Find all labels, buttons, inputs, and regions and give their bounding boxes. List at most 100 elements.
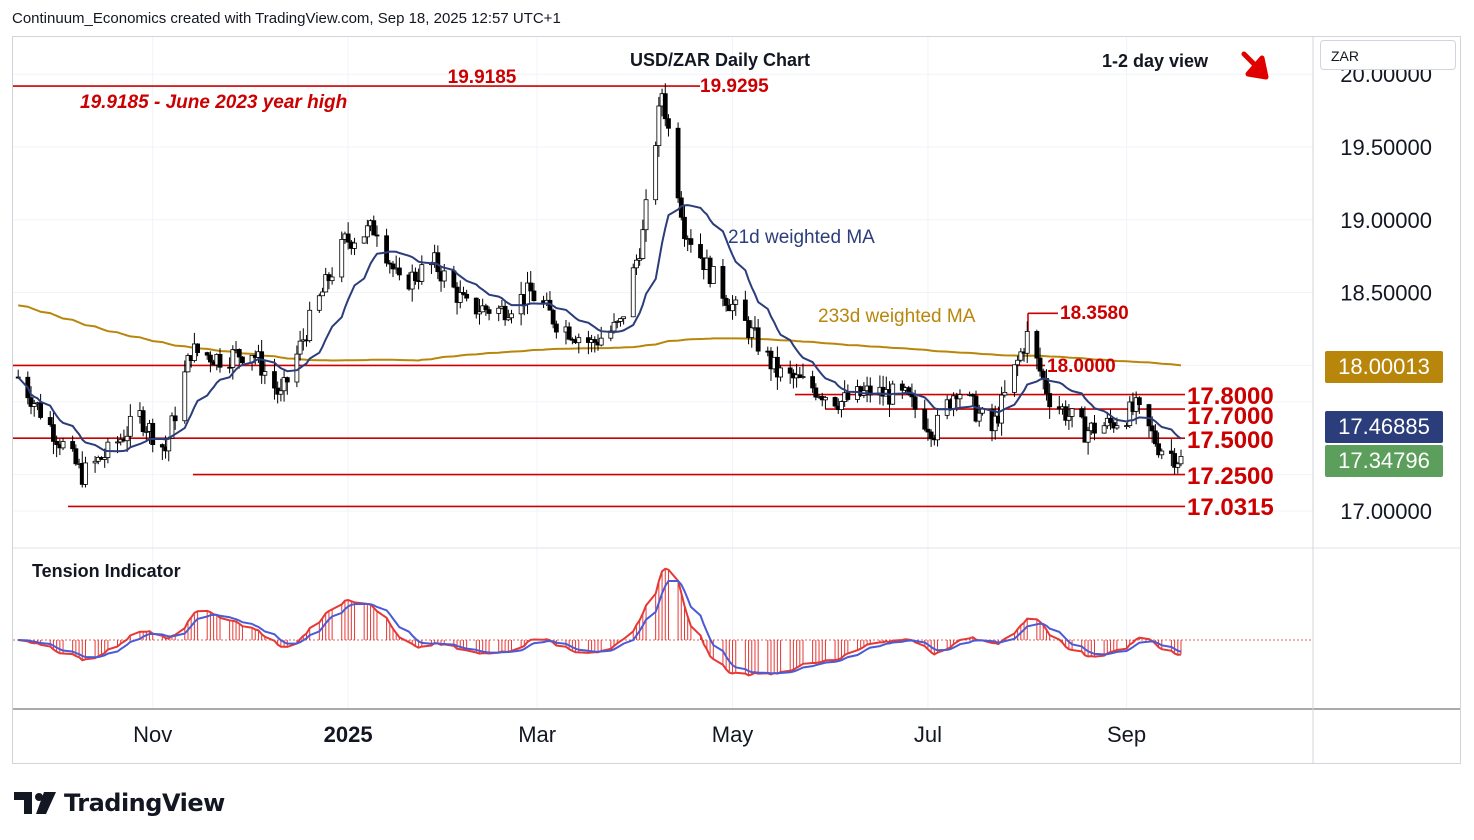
candle-body <box>204 352 210 356</box>
candle-body <box>720 266 726 299</box>
candle-body <box>297 340 303 355</box>
candle-body <box>169 415 175 439</box>
level-label-17-5000: 17.5000 <box>1187 427 1274 454</box>
candle-body <box>1108 417 1113 424</box>
candle-body <box>51 424 56 442</box>
candle-body <box>698 244 703 259</box>
candle-body <box>182 371 188 422</box>
candle-body <box>723 297 729 306</box>
candle-body <box>159 444 165 448</box>
candle-body <box>374 234 380 237</box>
candle-body <box>1172 453 1177 468</box>
candle-body <box>813 387 819 398</box>
osc-fast-line <box>18 567 1182 677</box>
candle-body <box>92 460 98 464</box>
candle-body <box>598 337 604 346</box>
candle-body <box>637 258 643 261</box>
candle-body <box>640 229 646 259</box>
candle-body <box>38 402 44 418</box>
candle-body <box>483 305 489 311</box>
chart-credit: Continuum_Economics created with Trading… <box>12 10 561 27</box>
candle-body <box>1069 408 1075 417</box>
candle-body <box>115 441 120 444</box>
candle-body <box>928 431 934 440</box>
candle-body <box>618 318 623 322</box>
candle-body <box>630 267 636 318</box>
level-label-17-2500: 17.2500 <box>1187 463 1274 490</box>
candle-body <box>477 311 482 315</box>
candle-body <box>1018 351 1024 361</box>
candle-body <box>576 337 582 344</box>
candle-body <box>710 266 716 285</box>
candle-body <box>909 393 915 398</box>
candle-body <box>1156 443 1161 456</box>
candle-body <box>413 271 418 282</box>
candle-body <box>1136 397 1142 405</box>
candle-body <box>284 377 290 383</box>
candle-body <box>339 239 345 278</box>
candle-body <box>778 367 783 378</box>
tension-indicator-title: Tension Indicator <box>32 561 181 581</box>
candle-body <box>742 299 748 321</box>
candle-body <box>457 292 463 303</box>
candle-body <box>236 349 242 358</box>
candle-body <box>643 199 649 231</box>
candle-body <box>396 267 402 276</box>
candle-body <box>662 93 668 120</box>
candle-body <box>323 274 329 293</box>
candle-body <box>329 276 335 282</box>
candle-body <box>970 394 976 397</box>
candle-body <box>592 339 598 343</box>
ma21-path <box>17 204 1182 453</box>
candle-body <box>957 394 963 400</box>
candle-body <box>240 356 245 364</box>
price-tick-label: 17.00000 <box>1340 499 1432 524</box>
candle-body <box>281 377 287 392</box>
candle-body <box>553 323 559 333</box>
candle-body <box>912 396 918 410</box>
price-tick-label: 19.50000 <box>1340 135 1432 160</box>
candle-body <box>1082 416 1088 443</box>
candle-body <box>172 415 178 422</box>
candle-body <box>390 263 396 270</box>
candle-body <box>505 317 511 321</box>
candle-body <box>730 303 735 312</box>
candle-body <box>352 242 357 249</box>
candle-body <box>83 462 88 485</box>
price-tick-label: 18.50000 <box>1340 281 1432 306</box>
candle-body <box>259 351 265 376</box>
currency-selector[interactable]: ZAR <box>1320 40 1456 70</box>
candle-body <box>1092 422 1097 434</box>
tradingview-icon <box>14 792 56 814</box>
candle-body <box>384 235 389 264</box>
candle-body <box>1127 401 1133 426</box>
candle-body <box>688 238 694 245</box>
candle-body <box>867 385 873 396</box>
candle-body <box>1101 425 1107 434</box>
candle-body <box>823 397 828 401</box>
view-label: 1-2 day view <box>1102 51 1209 71</box>
level-label-19-9295: 19.9295 <box>700 76 769 97</box>
ma233-price-badge: 18.00013 <box>1325 351 1443 383</box>
level-label-18-3580: 18.3580 <box>1060 303 1129 324</box>
candle-body <box>140 410 146 433</box>
ma21-line <box>17 204 1182 453</box>
axes: 20.0000019.5000019.0000018.5000017.00000… <box>13 37 1460 763</box>
candle-body <box>31 403 37 407</box>
grid-lines <box>13 37 1313 708</box>
candle-body <box>1012 364 1017 393</box>
tradingview-logo[interactable]: TradingView <box>14 787 225 819</box>
candle-body <box>387 262 393 265</box>
candle-body <box>733 299 739 305</box>
ma21-label: 21d weighted MA <box>728 227 875 248</box>
candle-body <box>749 327 755 339</box>
candle-body <box>150 422 156 445</box>
candle-body <box>1066 416 1072 421</box>
candle-body <box>124 435 130 442</box>
candle-body <box>371 220 377 236</box>
candle-body <box>621 316 627 320</box>
candle-body <box>208 354 213 363</box>
candle-body <box>419 264 425 282</box>
candle-body <box>1159 450 1165 456</box>
candle-body <box>755 327 761 352</box>
